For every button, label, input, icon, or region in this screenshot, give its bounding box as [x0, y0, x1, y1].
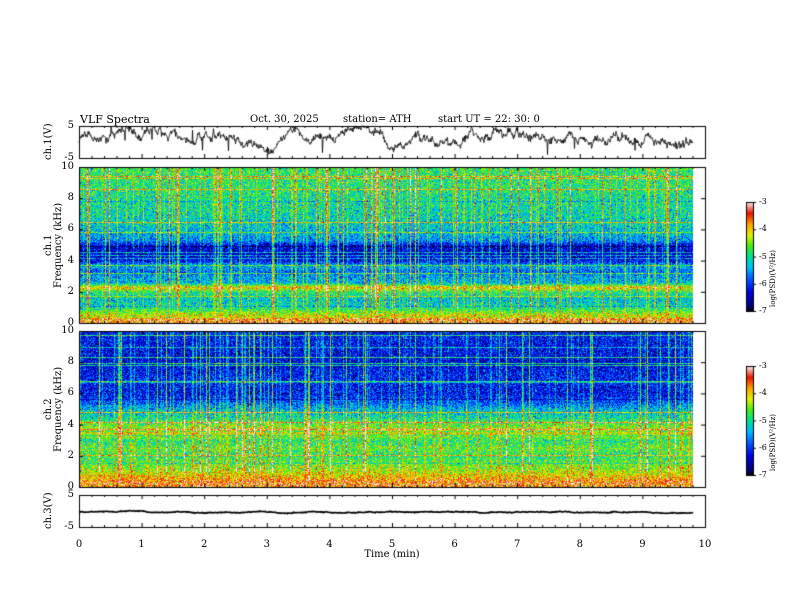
- x-tick-label: 3: [263, 539, 270, 550]
- ch2-spectrogram-ytick-label: 10: [61, 325, 74, 336]
- ch1-spectrogram-ytick-label: 2: [67, 285, 74, 297]
- x-tick-label: 6: [451, 539, 458, 550]
- ch2-spectrogram-colorbar-label: log(PSD)(V²/Hz): [769, 414, 777, 471]
- ch2-spectrogram-colorbar-tick: -6: [759, 442, 767, 452]
- ch2-spectrogram-colorbar-tick: -3: [759, 361, 767, 370]
- header-start-time: start UT = 22: 30: 0: [438, 114, 540, 125]
- x-tick-label: 10: [698, 539, 712, 550]
- ch2-spectrogram-ytick-label: 2: [67, 449, 74, 461]
- ch1-spectrogram-colorbar-tick: -6: [759, 278, 767, 288]
- x-tick-label: 4: [326, 539, 333, 550]
- ch2-spectrogram-colorbar-tick: -4: [759, 388, 767, 398]
- ch1-spectrogram-colorbar-tick: -5: [759, 251, 767, 261]
- ch3-waveform-ytick-label: -5: [64, 521, 74, 532]
- ch1-spectrogram-ytick-label: 4: [67, 254, 74, 266]
- x-tick-label: 8: [576, 539, 583, 550]
- x-tick-label: 9: [639, 539, 646, 550]
- ch1-spectrogram-ytick-label: 0: [67, 317, 74, 328]
- x-tick-label: 1: [138, 539, 145, 550]
- ch2-spectrogram-colorbar-tick: -7: [759, 470, 767, 479]
- ch2-spectrogram-ytick-label: 8: [67, 356, 74, 368]
- ch1-waveform-ytick-label: 5: [67, 120, 74, 131]
- ch1-spectrogram-colorbar-tick: -4: [759, 224, 767, 234]
- ch1-spectrogram-ylabel: Frequency (kHz): [53, 202, 64, 288]
- ch1-waveform-ytick-label: -5: [64, 152, 74, 163]
- ch1-spectrogram-ytick-label: 8: [67, 192, 74, 204]
- ch1-waveform-ylabel: ch.1(V): [43, 123, 54, 161]
- x-tick-label: 7: [514, 539, 521, 550]
- x-tick-label: 0: [75, 539, 83, 550]
- header-station: station= ATH: [343, 114, 412, 125]
- ch1-spectrogram-colorbar-tick: -3: [759, 197, 767, 206]
- x-tick-label: 2: [201, 539, 208, 550]
- x-axis-label: Time (min): [364, 549, 420, 560]
- ch1-spectrogram-ytick-label: 10: [61, 161, 74, 172]
- ch3-waveform-ylabel: ch.3(V): [43, 492, 54, 530]
- ch2-spectrogram-ylabel: Frequency (kHz): [53, 366, 64, 452]
- header-date: Oct. 30, 2025: [250, 114, 319, 125]
- ch2-spectrogram-ytick-label: 0: [67, 481, 74, 492]
- chart-title: VLF Spectra: [80, 113, 150, 126]
- ch2-spectrogram-colorbar-tick: -5: [759, 415, 767, 425]
- ch1-spectrogram-ytick-label: 6: [67, 223, 74, 235]
- ch2-spectrogram-ytick-label: 6: [67, 387, 74, 399]
- ch1-spectrogram-colorbar-label: log(PSD)(V²/Hz): [769, 250, 777, 307]
- ch3-waveform-ytick-label: 5: [67, 489, 74, 500]
- x-tick-label: 5: [388, 539, 396, 550]
- ch2-spectrogram-ytick-label: 4: [67, 418, 74, 430]
- ch1-spectrogram-colorbar-tick: -7: [759, 306, 767, 315]
